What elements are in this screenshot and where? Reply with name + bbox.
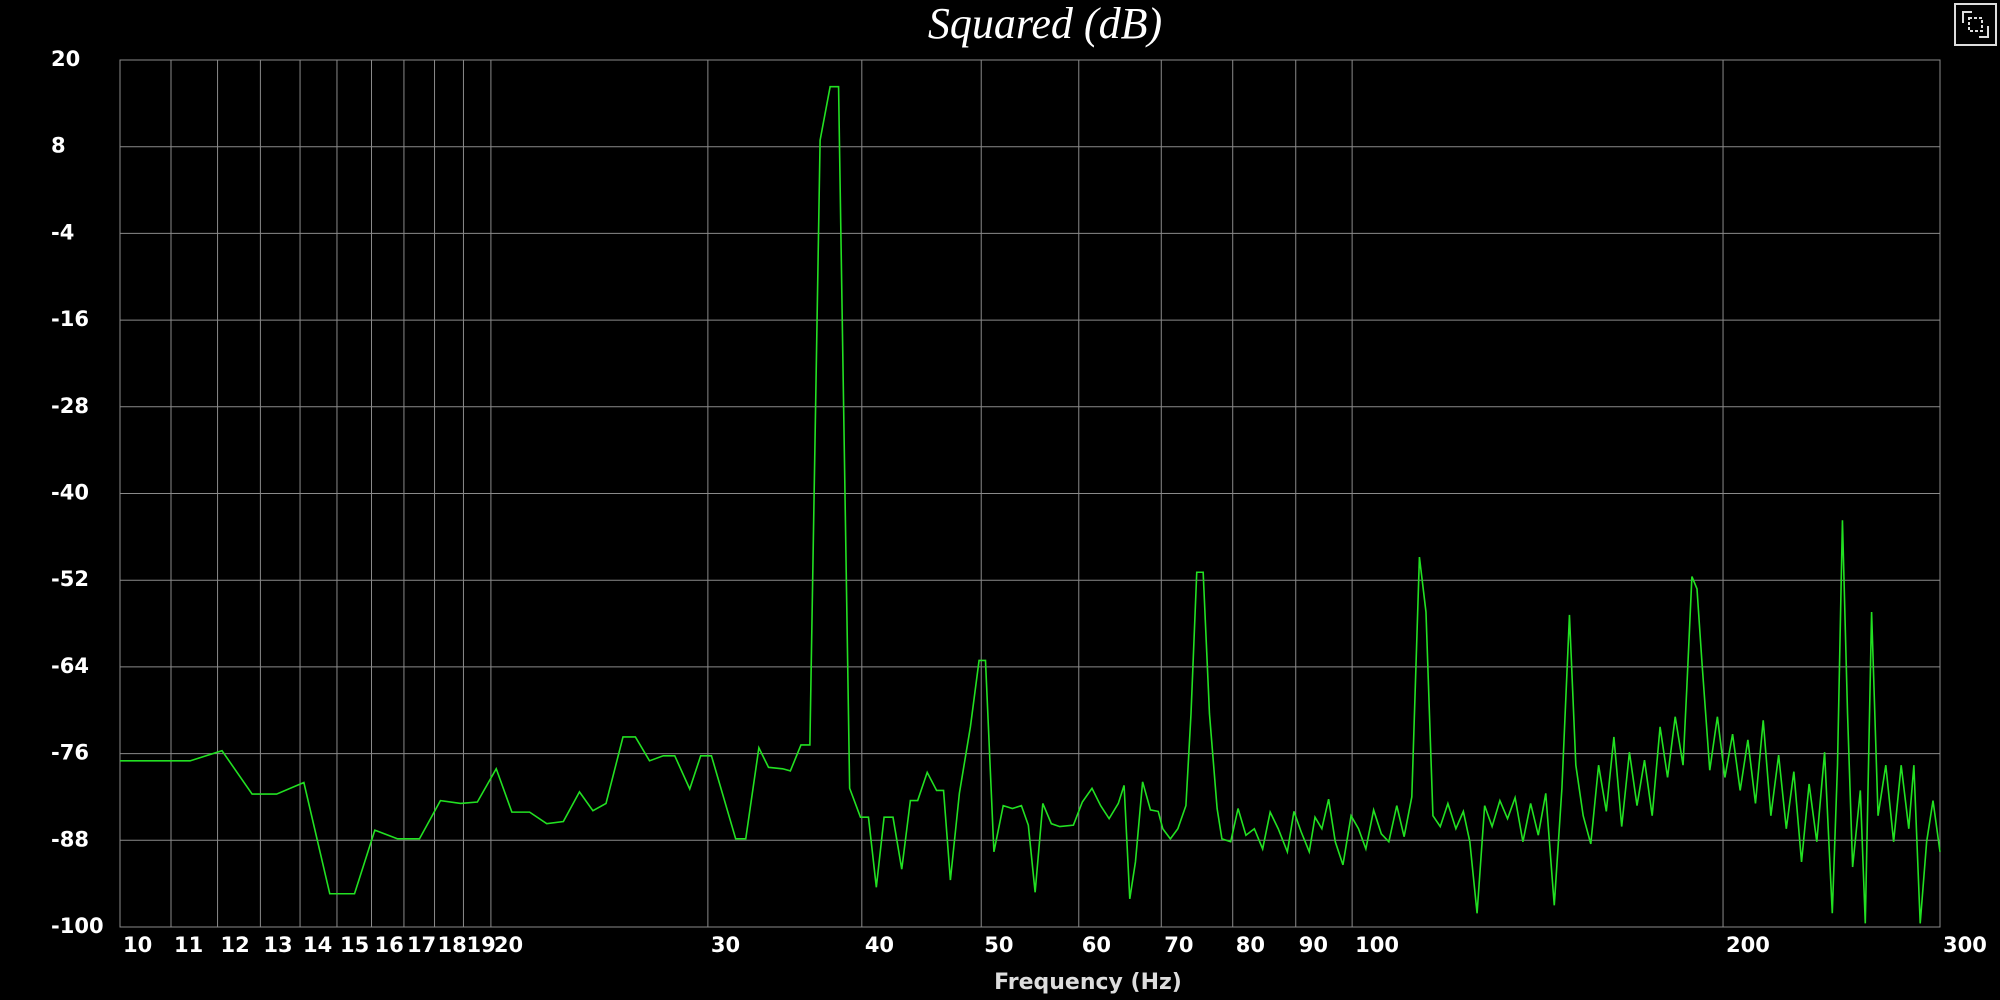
y-tick-label: -100 [51,914,104,938]
button-glyph [1968,17,1983,32]
x-tick-label: 17 [407,933,436,957]
x-tick-label: 14 [303,933,332,957]
x-tick-label: 15 [340,933,369,957]
x-tick-label: 10 [123,933,152,957]
x-tick-label: 20 [494,933,523,957]
y-tick-label: -16 [51,307,89,331]
chart-title: Squared (dB) [928,0,1162,48]
button-glyph [1987,26,1989,38]
button-glyph [1979,36,1989,38]
x-tick-label: 18 [438,933,467,957]
x-tick-label: 100 [1355,933,1399,957]
expand-button[interactable] [1954,3,1997,46]
button-glyph [1962,11,1972,13]
button-glyph [1962,11,1964,23]
plot-frame [119,59,1941,928]
y-tick-label: -40 [51,481,89,505]
y-tick-label: 8 [51,134,66,158]
x-tick-label: 90 [1299,933,1328,957]
x-tick-label: 300 [1943,933,1987,957]
x-tick-label: 16 [375,933,404,957]
y-tick-label: 20 [51,47,80,71]
x-tick-label: 40 [865,933,894,957]
spectrum-line [120,85,1941,924]
x-tick-label: 50 [984,933,1013,957]
y-tick-label: -76 [51,741,89,765]
x-tick-label: 60 [1082,933,1111,957]
button-frame [1954,3,1997,46]
y-tick-label: -4 [51,220,74,244]
x-tick-label: 19 [466,933,495,957]
y-tick-label: -52 [51,567,89,591]
x-tick-label: 80 [1236,933,1265,957]
y-tick-label: -28 [51,394,89,418]
x-tick-label: 13 [263,933,292,957]
y-tick-label: -88 [51,827,89,851]
x-tick-label: 12 [221,933,250,957]
x-tick-label: 30 [711,933,740,957]
y-tick-label: -64 [51,654,89,678]
x-axis-label: Frequency (Hz) [994,970,1182,995]
x-tick-label: 200 [1726,933,1770,957]
x-tick-label: 70 [1164,933,1193,957]
x-tick-label: 11 [174,933,203,957]
